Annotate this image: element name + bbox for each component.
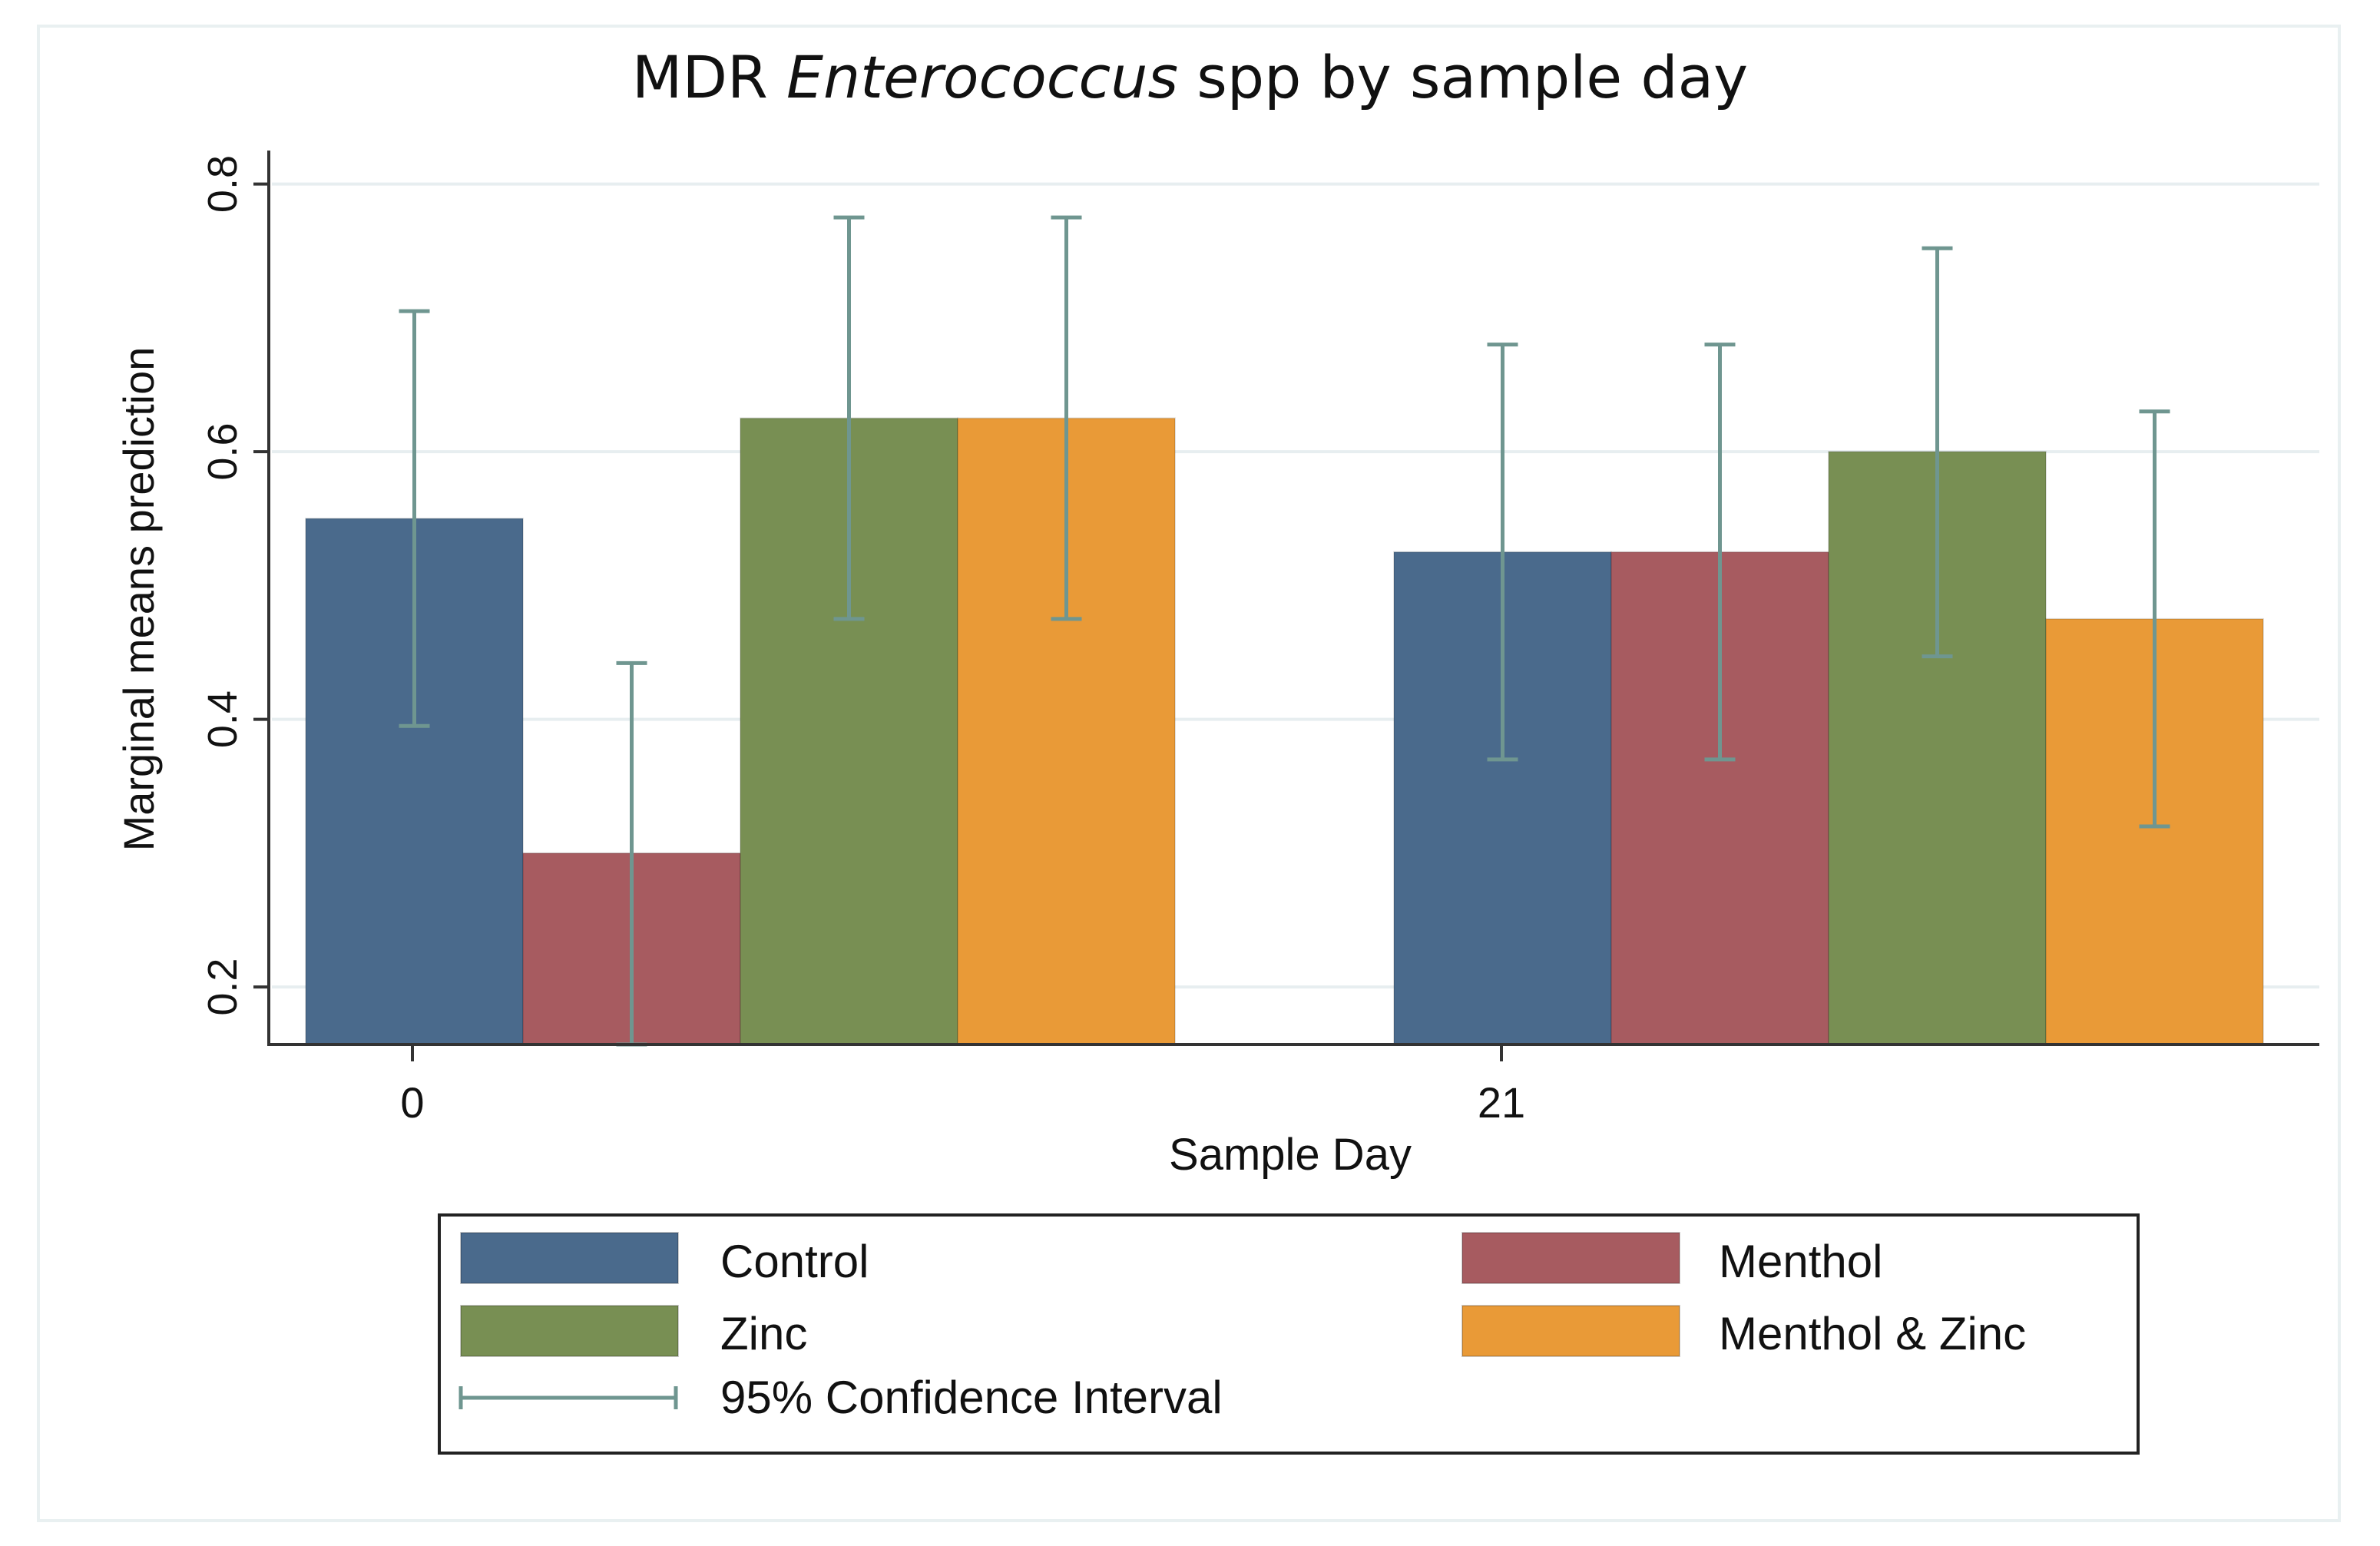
x-tick-label: 21 [1478,1078,1525,1127]
y-tick-label: 0.6 [200,423,246,481]
legend-ci-label: 95% Confidence Interval [720,1372,1223,1423]
legend-swatch [460,1232,679,1284]
ci-layer [399,215,2170,1047]
axis-layer: 0.2 0.4 0.6 0.8 0 21 [200,151,2319,1127]
legend-swatch [1461,1305,1680,1357]
y-tick-label: 0.8 [200,155,246,213]
legend-label: Zinc [720,1308,807,1359]
x-tick-label: 0 [400,1078,424,1127]
legend-label: Menthol [1719,1236,1882,1287]
legend: Control Menthol Zinc Menthol & Zinc 95% Conf… [438,1213,2140,1455]
bar-layer [305,417,2264,1045]
y-axis-label: Marginal means prediction [114,347,163,852]
figure-frame [37,25,2341,1522]
legend-label: Menthol & Zinc [1719,1308,2026,1359]
y-tick-label: 0.4 [200,690,246,748]
chart-title: MDR Enterococcus spp by sample day [0,43,2380,111]
x-axis-label: Sample Day [1169,1130,1412,1180]
legend-swatch [1461,1232,1680,1284]
title-suffix: spp by sample day [1197,43,1749,111]
y-tick-label: 0.2 [200,958,246,1016]
legend-swatch [460,1305,679,1357]
legend-box [438,1213,2140,1455]
legend-label: Control [720,1236,869,1287]
title-italic: Enterococcus [786,43,1179,111]
title-prefix: MDR [631,43,768,111]
